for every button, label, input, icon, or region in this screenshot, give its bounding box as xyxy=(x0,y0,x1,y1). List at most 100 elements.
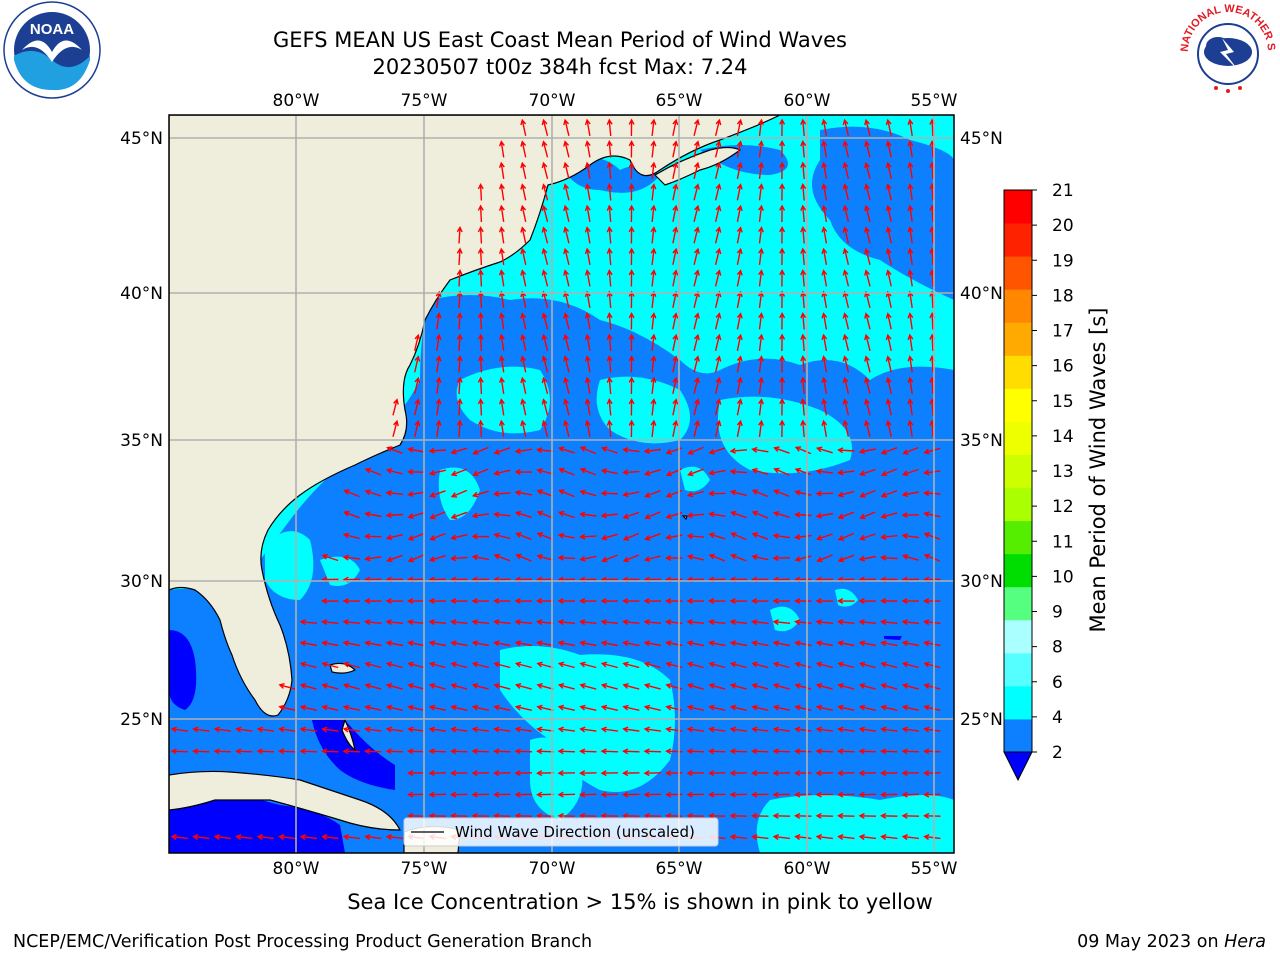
wave-arrow xyxy=(493,683,511,690)
wave-arrow xyxy=(450,770,468,777)
wave-arrow xyxy=(364,619,382,626)
wave-arrow xyxy=(622,554,640,563)
wave-arrow xyxy=(514,704,532,711)
wave-arrow xyxy=(821,226,828,244)
wave-arrow xyxy=(800,161,807,180)
wave-arrow xyxy=(837,770,855,777)
wave-arrow xyxy=(584,419,591,438)
wave-arrow xyxy=(815,661,833,669)
colorbar-segment xyxy=(1004,487,1032,522)
wave-arrow xyxy=(600,640,619,647)
colorbar-segment xyxy=(1004,619,1032,654)
wave-arrow xyxy=(880,554,898,561)
wave-arrow xyxy=(708,490,726,497)
wave-arrow xyxy=(385,512,404,519)
wave-arrow xyxy=(498,269,505,287)
wave-arrow xyxy=(520,226,527,244)
wave-arrow xyxy=(779,247,786,266)
wave-arrow xyxy=(821,161,828,180)
wave-arrow xyxy=(435,419,442,438)
wave-arrow xyxy=(859,468,876,477)
wave-arrow xyxy=(923,812,941,819)
wave-arrow xyxy=(477,247,484,266)
wave-arrow xyxy=(429,511,446,520)
wave-arrow xyxy=(837,812,855,819)
wave-arrow xyxy=(858,683,876,690)
us-mainland xyxy=(169,115,781,717)
wave-arrow xyxy=(672,247,679,265)
wave-arrow xyxy=(541,226,549,244)
wave-arrow xyxy=(779,312,786,330)
svg-text:60°W: 60°W xyxy=(784,91,831,111)
wave-arrow xyxy=(563,398,570,416)
wave-arrow xyxy=(858,812,877,819)
wave-arrow xyxy=(536,597,554,605)
wave-arrow xyxy=(584,376,591,395)
wave-arrow xyxy=(493,661,511,669)
wave-arrow xyxy=(751,812,769,819)
wave-arrow xyxy=(837,640,855,647)
wave-arrow xyxy=(650,269,657,287)
wave-arrow xyxy=(815,446,833,454)
wave-arrow xyxy=(563,312,570,330)
wave-arrow xyxy=(794,791,812,798)
wave-arrow xyxy=(584,355,591,373)
wave-arrow xyxy=(541,140,549,158)
wave-arrow xyxy=(837,791,855,798)
wave-arrow xyxy=(456,419,463,438)
wave-arrow xyxy=(520,398,527,416)
wave-arrow xyxy=(714,312,722,330)
wave-arrow xyxy=(557,661,575,669)
wave-arrow xyxy=(837,619,855,626)
wave-arrow xyxy=(493,770,511,777)
wave-arrow xyxy=(471,512,490,519)
wave-arrow xyxy=(693,355,700,373)
wave-arrow xyxy=(493,619,511,626)
map-subtitle: 20230507 t00z 384h fcst Max: 7.24 xyxy=(372,55,748,79)
wave-arrow xyxy=(579,640,597,647)
wave-arrow xyxy=(772,791,791,798)
wave-arrow xyxy=(342,748,361,755)
wave-arrow xyxy=(385,597,404,605)
wave-arrow xyxy=(758,398,764,416)
wave-arrow xyxy=(628,161,635,180)
wave-arrow xyxy=(693,161,700,179)
wave-arrow xyxy=(450,748,468,755)
wave-arrow xyxy=(730,532,747,541)
svg-text:35°N: 35°N xyxy=(960,431,1003,451)
wave-arrow xyxy=(693,226,700,244)
colorbar-segment xyxy=(1004,685,1032,720)
wave-arrow xyxy=(643,704,661,711)
wave-arrow xyxy=(514,770,533,777)
wave-arrow xyxy=(730,510,747,519)
wave-arrow xyxy=(693,376,700,394)
svg-text:25°N: 25°N xyxy=(120,710,163,730)
wave-arrow xyxy=(450,511,468,520)
wave-arrow xyxy=(901,748,920,755)
wave-arrow xyxy=(708,640,726,647)
wave-arrow xyxy=(643,640,662,647)
wave-arrow xyxy=(821,355,828,373)
wave-arrow xyxy=(864,269,871,287)
colorbar-tick-label: 20 xyxy=(1052,216,1074,236)
wave-arrow xyxy=(450,534,468,541)
wave-arrow xyxy=(477,226,484,244)
wave-arrow xyxy=(321,704,339,711)
wave-arrow xyxy=(407,661,425,669)
wave-arrow xyxy=(541,333,549,351)
wave-arrow xyxy=(736,333,743,351)
wave-arrow xyxy=(672,376,679,394)
wave-arrow xyxy=(821,333,828,352)
wave-arrow xyxy=(650,183,657,201)
wave-arrow xyxy=(751,726,769,733)
wave-arrow xyxy=(779,355,786,373)
wave-arrow xyxy=(435,333,442,352)
wave-arrow xyxy=(714,118,722,136)
wave-arrow xyxy=(471,661,489,669)
wave-arrow xyxy=(364,748,382,755)
colorbar-tick-label: 17 xyxy=(1052,322,1074,342)
colorbar: 2 4 6 8 9 10 11 12 13 14 15 16 17 18 19 20 21 xyxy=(1003,181,1074,782)
wave-arrow xyxy=(837,704,855,711)
wave-arrow xyxy=(407,468,425,475)
wave-arrow xyxy=(687,468,704,477)
